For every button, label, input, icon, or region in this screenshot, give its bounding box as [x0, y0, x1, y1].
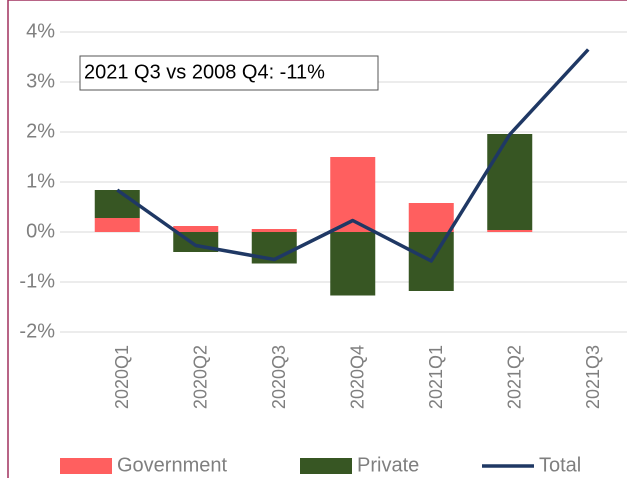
legend-label: Total: [539, 454, 581, 476]
bar: [408, 203, 454, 232]
x-tick-label: 2021Q2: [505, 345, 525, 409]
bar: [487, 134, 533, 230]
x-tick-label: 2021Q3: [583, 345, 603, 409]
bars: [94, 134, 533, 296]
y-tick-label: -1%: [19, 270, 55, 292]
bar: [487, 230, 533, 232]
y-tick-label: -2%: [19, 320, 55, 342]
line: [116, 48, 590, 263]
y-tick-label: 4%: [26, 20, 55, 42]
chart-frame: [7, 0, 627, 478]
bar: [330, 232, 376, 296]
legend-swatch: [300, 458, 352, 474]
legend-swatch: [60, 458, 112, 474]
y-tick-label: 0%: [26, 220, 55, 242]
x-tick-label: 2020Q4: [348, 345, 368, 409]
y-tick-label: 1%: [26, 170, 55, 192]
bar: [94, 218, 140, 232]
x-tick-label: 2020Q2: [191, 345, 211, 409]
bar: [94, 190, 140, 218]
legend-label: Government: [117, 454, 227, 476]
x-tick-label: 2020Q3: [269, 345, 289, 409]
legend-label: Private: [357, 454, 419, 476]
y-tick-label: 2%: [26, 120, 55, 142]
annotation-box: [79, 55, 379, 91]
bar: [251, 229, 297, 232]
x-tick-label: 2020Q1: [112, 345, 132, 409]
x-tick-label: 2021Q1: [426, 345, 446, 409]
annotation: 2021 Q3 vs 2008 Q4: -11%: [84, 61, 325, 83]
y-tick-label: 3%: [26, 70, 55, 92]
lines: [116, 48, 590, 263]
bar: [173, 226, 219, 232]
